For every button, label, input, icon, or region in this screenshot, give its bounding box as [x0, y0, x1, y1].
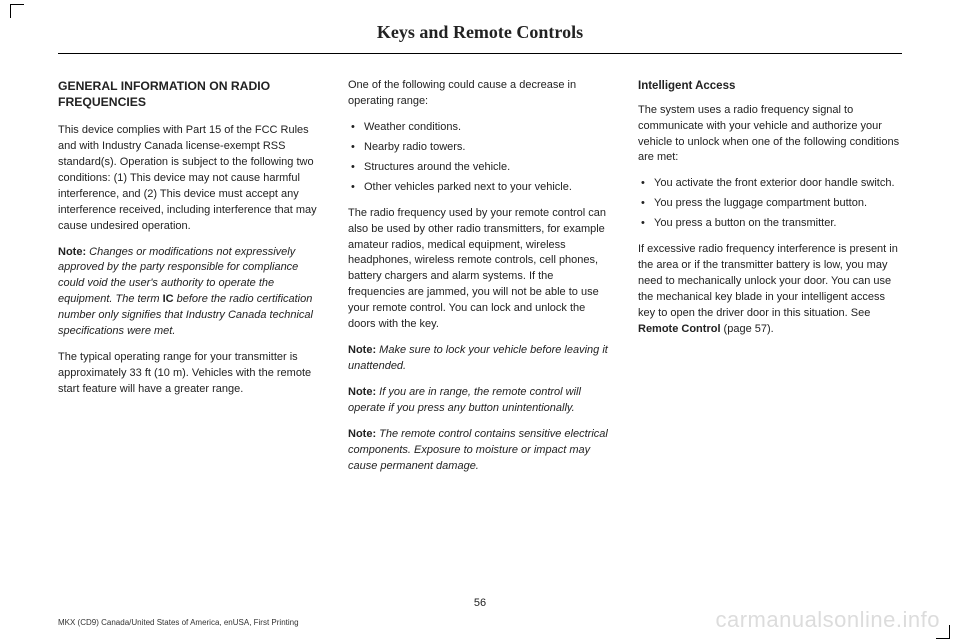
note-body: Changes or modifications not expressivel… [58, 246, 313, 338]
note-lead: Note: [58, 246, 86, 258]
bullet-list: You activate the front exterior door han… [638, 176, 902, 232]
paragraph: The system uses a radio frequency signal… [638, 103, 902, 167]
list-item: Other vehicles parked next to your vehic… [348, 180, 612, 196]
content-columns: GENERAL INFORMATION ON RADIO FREQUENCIES… [58, 78, 902, 485]
paragraph: The typical operating range for your tra… [58, 350, 322, 398]
note-paragraph: Note: Changes or modifications not expre… [58, 245, 322, 341]
column-2: One of the following could cause a decre… [348, 78, 612, 485]
note-lead: Note: [348, 428, 376, 440]
list-item: You press a button on the transmitter. [638, 216, 902, 232]
list-item: You press the luggage compartment button… [638, 196, 902, 212]
note-body: If you are in range, the remote control … [348, 386, 581, 414]
list-item: Nearby radio towers. [348, 140, 612, 156]
paragraph: If excessive radio frequency interferenc… [638, 242, 902, 338]
column-3: Intelligent Access The system uses a rad… [638, 78, 902, 485]
section-title: GENERAL INFORMATION ON RADIO FREQUENCIES [58, 78, 322, 111]
bullet-list: Weather conditions. Nearby radio towers.… [348, 120, 612, 196]
watermark: carmanualsonline.info [715, 607, 940, 633]
page-title: Keys and Remote Controls [58, 22, 902, 54]
note-paragraph: Note: Make sure to lock your vehicle bef… [348, 343, 612, 375]
note-paragraph: Note: If you are in range, the remote co… [348, 385, 612, 417]
note-lead: Note: [348, 386, 376, 398]
list-item: Structures around the vehicle. [348, 160, 612, 176]
note-lead: Note: [348, 344, 376, 356]
paragraph: This device complies with Part 15 of the… [58, 123, 322, 235]
subsection-title: Intelligent Access [638, 78, 902, 95]
paragraph: The radio frequency used by your remote … [348, 206, 612, 334]
note-body: Make sure to lock your vehicle before le… [348, 344, 608, 372]
crop-mark-top-left [10, 4, 24, 18]
list-item: Weather conditions. [348, 120, 612, 136]
column-1: GENERAL INFORMATION ON RADIO FREQUENCIES… [58, 78, 322, 485]
footer-text: MKX (CD9) Canada/United States of Americ… [58, 618, 299, 627]
paragraph: One of the following could cause a decre… [348, 78, 612, 110]
note-paragraph: Note: The remote control contains sensit… [348, 427, 612, 475]
ic-term: IC [163, 293, 174, 305]
xref: Remote Control [638, 323, 721, 335]
list-item: You activate the front exterior door han… [638, 176, 902, 192]
note-body: The remote control contains sensitive el… [348, 428, 608, 472]
